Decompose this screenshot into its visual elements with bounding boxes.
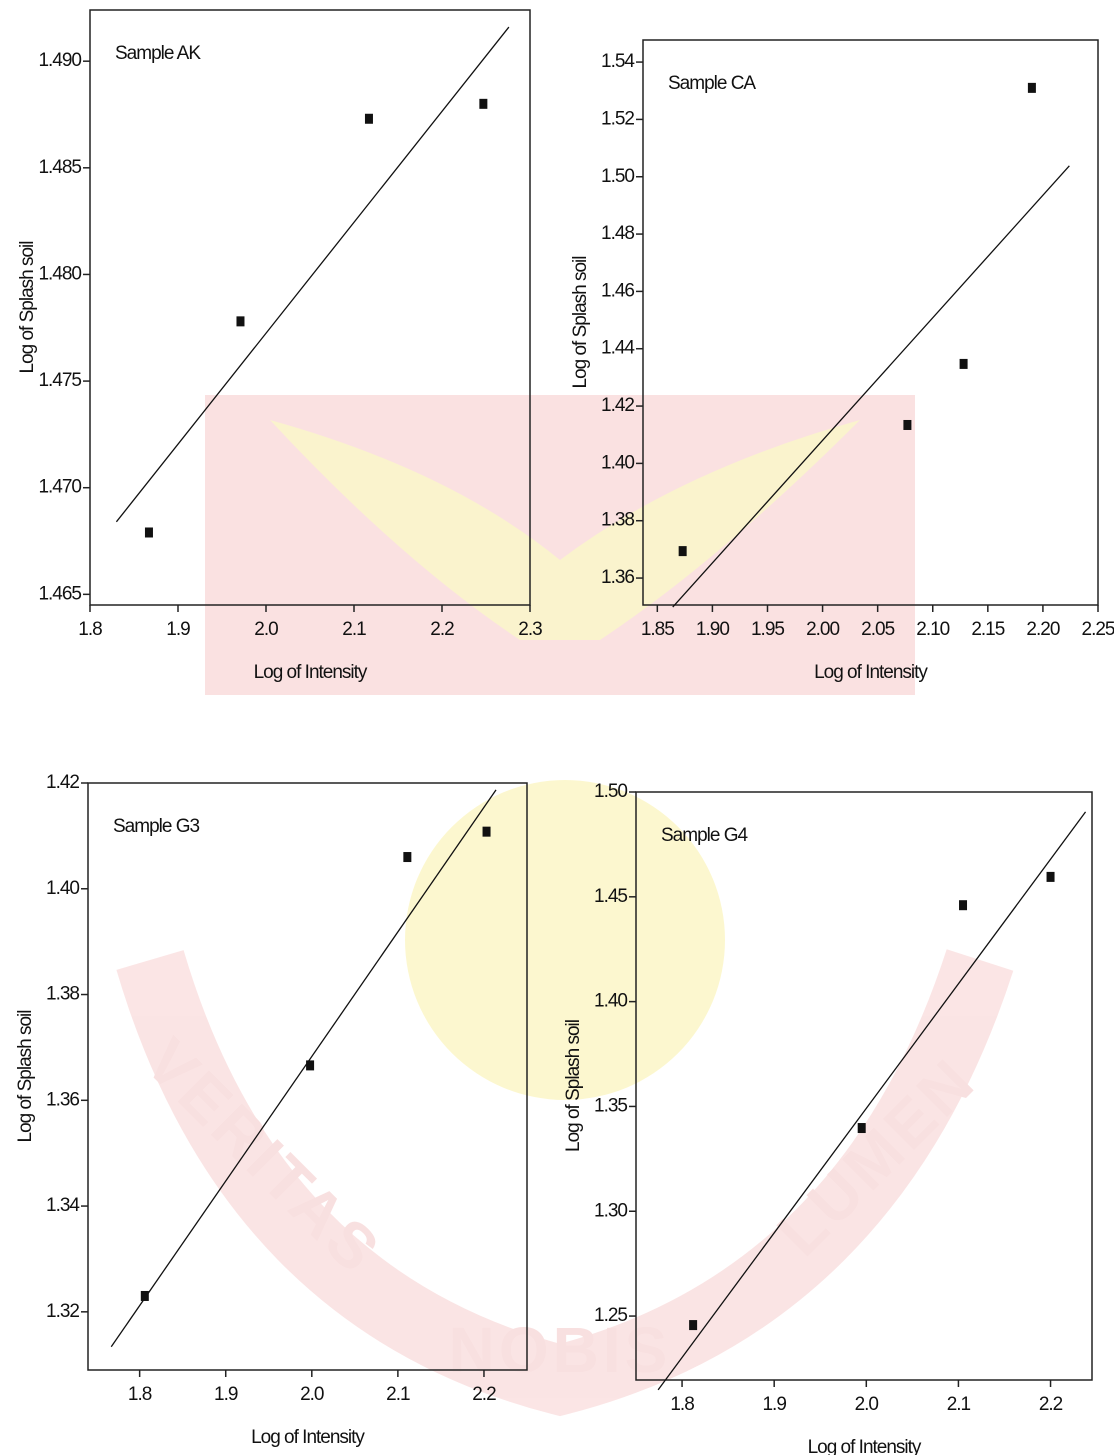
- y-tick-label: 1.50: [601, 166, 634, 187]
- page: VERITAS NOBIS LUMEN 1.465 1.470 1.475 1.480…: [0, 0, 1114, 1455]
- y-tick-label: 1.34: [46, 1195, 80, 1216]
- y-tick-label: 1.465: [38, 583, 81, 604]
- y-tick-label: 1.46: [601, 280, 634, 301]
- data-point: [365, 114, 373, 124]
- data-point: [959, 900, 967, 910]
- y-tick-label: 1.475: [38, 370, 81, 391]
- x-axis-label: Log of Intensity: [808, 1437, 922, 1455]
- x-tick-label: 1.9: [762, 1394, 786, 1415]
- y-axis-label: Log of Splash soil: [563, 1020, 584, 1152]
- x-axis-label: Log of Intensity: [251, 1427, 365, 1448]
- x-tick-label: 1.8: [670, 1394, 694, 1415]
- y-tick-label: 1.40: [594, 991, 627, 1012]
- x-tick-label: 2.2: [472, 1384, 496, 1405]
- x-tick-label: 1.9: [214, 1384, 238, 1405]
- y-tick-label: 1.35: [594, 1095, 627, 1116]
- y-axis-label: Log of Splash soil: [15, 1011, 36, 1143]
- x-tick-label: 1.95: [751, 619, 784, 640]
- data-point: [403, 852, 411, 862]
- x-tick-label: 2.05: [861, 619, 894, 640]
- x-tick-label: 2.2: [430, 619, 454, 640]
- x-axis-label: Log of Intensity: [814, 662, 928, 683]
- data-point: [479, 99, 487, 109]
- y-tick-label: 1.48: [601, 223, 634, 244]
- y-tick-label: 1.45: [594, 886, 627, 907]
- y-tick-label: 1.52: [601, 108, 634, 129]
- y-tick-label: 1.42: [46, 772, 79, 793]
- x-tick-label: 2.2: [1039, 1394, 1063, 1415]
- x-tick-label: 2.0: [300, 1384, 324, 1405]
- x-tick-label: 1.8: [78, 619, 102, 640]
- data-point: [236, 316, 244, 326]
- data-point: [306, 1060, 314, 1070]
- watermark-word: VERITAS: [132, 1025, 395, 1288]
- data-point: [679, 546, 687, 556]
- y-tick-label: 1.36: [46, 1089, 79, 1110]
- watermark-word: NOBIS: [449, 1314, 672, 1386]
- x-tick-label: 2.00: [806, 619, 839, 640]
- panel-title: Sample CA: [668, 73, 756, 94]
- y-tick-label: 1.40: [601, 452, 634, 473]
- y-tick-label: 1.25: [594, 1305, 627, 1326]
- fit-line: [658, 812, 1085, 1390]
- x-tick-label: 2.20: [1026, 619, 1059, 640]
- x-tick-label: 1.8: [128, 1384, 152, 1405]
- panel-title: Sample G3: [113, 816, 199, 837]
- y-tick-label: 1.490: [38, 50, 81, 71]
- x-tick-label: 2.0: [254, 619, 278, 640]
- y-axis-label: Log of Splash soil: [17, 242, 38, 374]
- data-point: [145, 527, 153, 537]
- data-point: [858, 1123, 866, 1133]
- x-tick-label: 2.1: [342, 619, 366, 640]
- x-tick-label: 2.3: [518, 619, 542, 640]
- y-tick-label: 1.32: [46, 1301, 79, 1322]
- data-point: [689, 1320, 697, 1330]
- x-tick-label: 2.15: [971, 619, 1004, 640]
- data-point: [141, 1291, 149, 1301]
- x-tick-label: 1.9: [166, 619, 190, 640]
- y-tick-label: 1.36: [601, 567, 634, 588]
- y-axis-label: Log of Splash soil: [570, 257, 591, 389]
- y-tick-label: 1.485: [38, 157, 81, 178]
- data-point: [960, 359, 968, 369]
- x-tick-label: 2.10: [916, 619, 949, 640]
- data-point: [1028, 83, 1036, 93]
- x-tick-label: 2.0: [855, 1394, 879, 1415]
- data-point: [903, 420, 911, 430]
- data-point: [1047, 872, 1055, 882]
- y-tick-label: 1.42: [601, 395, 634, 416]
- y-tick-label: 1.470: [38, 477, 81, 498]
- x-tick-label: 1.90: [696, 619, 729, 640]
- x-tick-label: 2.1: [386, 1384, 410, 1405]
- x-axis-label: Log of Intensity: [254, 662, 368, 683]
- y-tick-label: 1.38: [46, 984, 79, 1005]
- watermark: VERITAS NOBIS LUMEN: [132, 395, 990, 1386]
- y-tick-label: 1.40: [46, 878, 79, 899]
- y-tick-label: 1.30: [594, 1200, 627, 1221]
- data-point: [483, 827, 491, 837]
- y-tick-label: 1.38: [601, 510, 634, 531]
- x-tick-label: 2.1: [947, 1394, 971, 1415]
- y-tick-label: 1.480: [38, 263, 81, 284]
- y-tick-label: 1.50: [594, 781, 627, 802]
- x-tick-label: 2.25: [1082, 619, 1114, 640]
- x-tick-label: 1.85: [641, 619, 674, 640]
- y-tick-label: 1.54: [601, 51, 635, 72]
- panel-title: Sample G4: [661, 825, 748, 846]
- y-tick-label: 1.44: [601, 338, 635, 359]
- panel-title: Sample AK: [115, 43, 201, 64]
- watermark-word: LUMEN: [763, 1043, 989, 1269]
